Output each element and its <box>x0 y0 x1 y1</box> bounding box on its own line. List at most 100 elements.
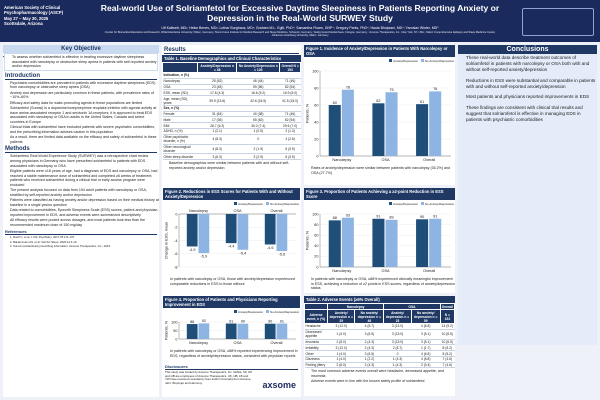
table-cell: 1 (4.3) <box>383 362 412 369</box>
y-axis-label: Change in ESS, mean <box>165 222 169 260</box>
table-row: Other neurological disorder 4 (8.3) 2 (1.9… <box>162 144 301 155</box>
value-label: 90 <box>241 320 245 324</box>
x-tick-label: Narcolepsy <box>189 209 208 213</box>
column-header: Anxiety/ depression n = 23 <box>383 309 412 324</box>
notes: Baseline demographics were similar betwe… <box>162 161 301 170</box>
bar <box>186 214 198 247</box>
table-row: Age, mean (SD), years 39.9 (13.6) 42.6 (15… <box>162 95 301 106</box>
bullet: Solriamfetol Real World Experience Study… <box>10 154 159 168</box>
header-row: Adverse event, n (%) Anxiety/ depression … <box>304 309 455 324</box>
note: In patients with narcolepsy or OSA, thos… <box>170 277 300 286</box>
bar <box>264 323 276 339</box>
table-cell: 41.5 (15.0) <box>279 95 301 106</box>
bar <box>341 217 354 267</box>
table-cell: 4 (6.8) <box>411 350 441 357</box>
legend-swatch <box>266 310 269 313</box>
value-label: 90 <box>420 215 424 219</box>
bullet: These real-world data describe treatment… <box>466 55 597 73</box>
note: Adverse events were in line with the kno… <box>311 379 455 384</box>
y-tick-label: -4 <box>174 239 177 243</box>
table-cell: Narcolepsy <box>162 78 198 85</box>
table-cell: BMI <box>162 122 198 130</box>
table-cell: Other sleep disorder <box>162 153 198 161</box>
table-cell: Dizziness <box>304 356 328 363</box>
figure-4: Figure 4. Proportion of Patients and Phy… <box>163 296 300 360</box>
table-cell: 25 (52) <box>197 78 237 85</box>
table-row: OSA 23 (48) 59 (56) 82 (54) <box>162 84 301 91</box>
table-cell: 3 (13.0) <box>383 323 412 330</box>
y-tick-label: 60 <box>314 234 318 238</box>
x-tick-label: OSA <box>233 209 241 213</box>
table-cell: 31 (64) <box>197 111 237 118</box>
y-tick-label: 0 <box>316 154 318 158</box>
table-row: Irritability 3 (12.0) 2 (4.3) 2 (8.7) 1 (1.7… <box>304 344 455 352</box>
y-tick-label: 20 <box>314 137 318 141</box>
note: In patients with narcolepsy or OSA, ≥88%… <box>311 277 455 291</box>
bar <box>186 324 198 339</box>
x-tick-label: Narcolepsy <box>189 341 208 345</box>
logo: axsome <box>262 380 296 390</box>
table-row: Sex, n (%) <box>162 105 301 112</box>
table-cell: 4 (6.8) <box>411 323 441 330</box>
table-cell: 4 (8.7) <box>354 323 384 330</box>
table-cell: 39.9 (13.6) <box>197 95 237 106</box>
table-cell: 17 (36) <box>197 116 237 124</box>
table-cell: 3 (13.0) <box>383 329 412 340</box>
conclusions: Conclusions These real-world data descri… <box>458 45 597 345</box>
table-cell: 1 (1.7) <box>411 344 441 352</box>
y-tick-label: 100 <box>171 320 177 324</box>
bar <box>225 214 237 244</box>
value-label: 88 <box>333 216 337 220</box>
table-cell: 46 (44) <box>236 78 280 85</box>
authors: Ulf Kallweit, MD¹; Heike Benes, MD²; Lot… <box>161 26 439 30</box>
table-cell: Other psychiatric disorder, n (%) <box>162 134 198 145</box>
table-cell: 3 (5.1) <box>411 329 441 340</box>
bullet: Patients were classified as having anxie… <box>10 198 159 207</box>
table-cell: 23 (48) <box>197 84 237 91</box>
table-row: Narcolepsy 25 (52) 46 (44) 71 (46) <box>162 78 301 85</box>
x-tick-label: Narcolepsy <box>332 269 351 273</box>
table-cell: 71 (46) <box>279 111 301 118</box>
value-label: -4.6 <box>267 246 274 250</box>
table-cell: 30.0 (7.4) <box>236 122 280 130</box>
y-tick-label: 100 <box>312 69 318 73</box>
table: Anxiety/Depression n = 48 No Anxiety/Depr… <box>162 62 301 161</box>
section-heading: References <box>5 229 157 236</box>
list: 1. Ruoff C, et al. J Clin Psychiatry. 20… <box>3 236 159 248</box>
table-cell: 2 (1.3) <box>279 128 301 135</box>
notes: Rates of anxiety/depression were similar… <box>304 166 455 175</box>
bar <box>416 104 429 156</box>
y-tick-label: 40 <box>314 120 318 124</box>
table-cell: 2 (3.4) <box>411 362 441 369</box>
y-tick-label: -2 <box>174 226 177 230</box>
value-label: 75 <box>389 88 393 92</box>
y-tick-label: 80 <box>314 223 318 227</box>
bar <box>328 220 341 267</box>
table-cell: 3 (13.0) <box>383 339 412 346</box>
section-heading: Introduction <box>5 73 157 80</box>
table-row: Headache 3 (12.0) 4 (8.7) 3 (13.0) 4 (6.8) 14… <box>304 323 455 330</box>
x-tick-label: Overall <box>270 341 282 345</box>
table-title: Table 2. Adverse Events (≥5% Overall) <box>304 296 455 303</box>
bar <box>341 89 354 156</box>
table-cell: 3 (2.9) <box>236 153 280 161</box>
y-axis-label: Patients, % <box>306 103 310 123</box>
table-cell: Feeling jittery <box>304 362 328 369</box>
table-cell: Indication, n (%) <box>162 72 301 79</box>
value-label: -4.4 <box>228 245 235 249</box>
table-cell: 1 (4.3) <box>383 356 412 363</box>
value-label: -5.6 <box>279 253 286 257</box>
table-cell: 7 (4.6) <box>440 356 455 363</box>
y-tick-label: 60 <box>314 103 318 107</box>
bar <box>198 323 210 339</box>
table-cell: 40 (38) <box>236 111 280 118</box>
section-heading: Results <box>164 47 299 54</box>
table-cell: 2 (4.3) <box>354 339 384 346</box>
legend-label: No Anxiety/Depression <box>425 202 455 206</box>
note: In patients with narcolepsy or OSA, ≥88%… <box>170 349 300 358</box>
legend-swatch <box>266 202 269 205</box>
bullet: As a result, there are limited data avai… <box>10 135 159 144</box>
bullet: All efficacy results were pooled across … <box>10 218 159 227</box>
